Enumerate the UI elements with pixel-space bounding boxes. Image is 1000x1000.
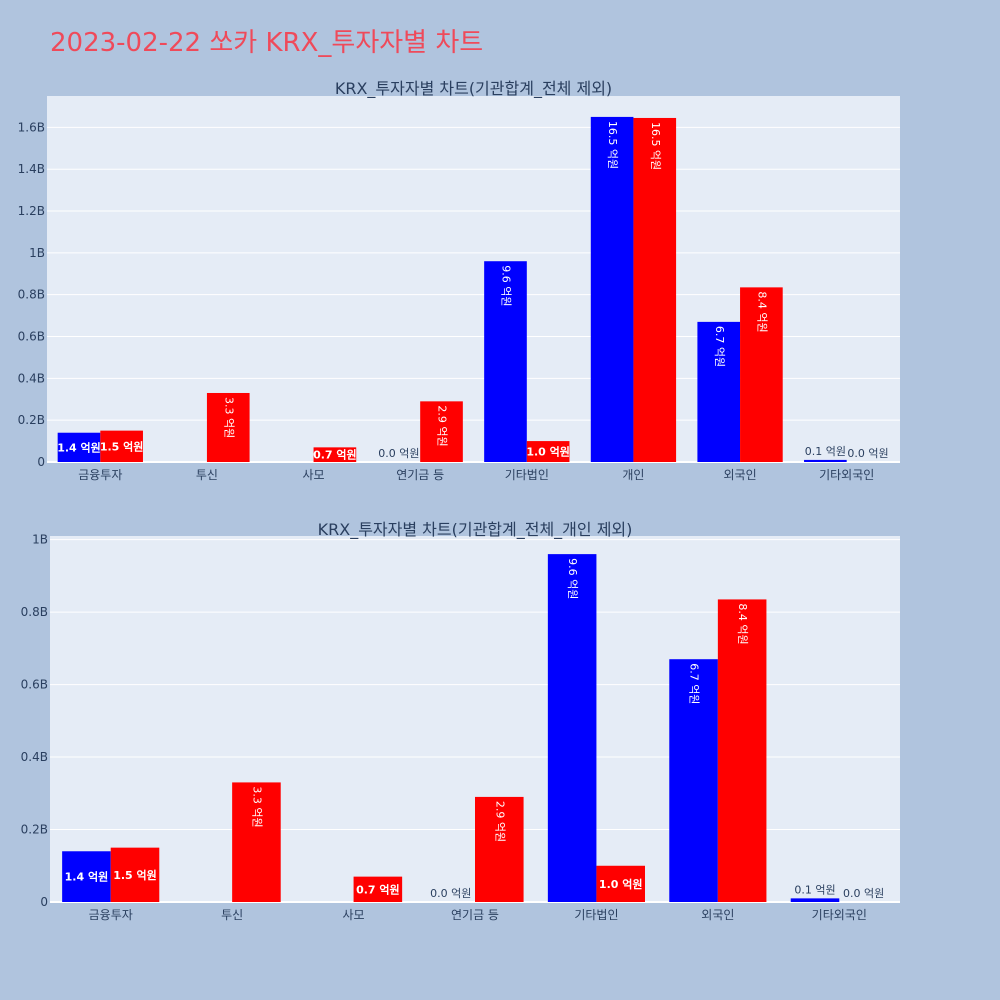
data-label: 2.9 억원 bbox=[493, 801, 506, 842]
data-label: 9.6 억원 bbox=[566, 558, 579, 599]
x-tick-label: 기타법인 bbox=[574, 908, 618, 922]
x-tick-label: 기타외국인 bbox=[812, 908, 867, 922]
x-tick-label: 개인 bbox=[622, 468, 644, 482]
bar bbox=[669, 659, 718, 902]
data-label: 1.4 억원 bbox=[57, 440, 101, 454]
x-tick-label: 연기금 등 bbox=[451, 908, 499, 922]
bar bbox=[590, 116, 634, 463]
bar bbox=[100, 430, 143, 462]
bar bbox=[717, 599, 767, 902]
y-tick-label: 0.2B bbox=[18, 413, 45, 427]
bar bbox=[804, 459, 847, 462]
data-label: 6.7 억원 bbox=[688, 663, 701, 704]
data-label: 0.0 억원 bbox=[847, 447, 888, 460]
y-tick-label: 0.4B bbox=[18, 371, 45, 385]
x-tick-label: 연기금 등 bbox=[396, 468, 444, 482]
y-tick-label: 0 bbox=[37, 455, 45, 469]
x-tick-label: 투신 bbox=[196, 468, 218, 482]
data-label: 1.5 억원 bbox=[113, 868, 157, 882]
y-tick-label: 1.4B bbox=[18, 162, 45, 176]
bar bbox=[740, 287, 783, 462]
y-tick-label: 0 bbox=[40, 895, 48, 909]
data-label: 9.6 억원 bbox=[499, 265, 512, 306]
chart-title: KRX_투자자별 차트(기관합계_전체_개인 제외) bbox=[318, 520, 633, 540]
data-label: 1.5 억원 bbox=[100, 439, 144, 453]
bar bbox=[697, 321, 741, 462]
chart-top: KRX_투자자별 차트(기관합계_전체 제외) 0 0.2B 0.4B 0.6B 0.8B… bbox=[18, 79, 900, 482]
bar bbox=[596, 865, 645, 902]
y-tick-label: 1B bbox=[29, 246, 45, 260]
y-tick-label: 1.2B bbox=[18, 204, 45, 218]
data-label: 1.0 억원 bbox=[599, 877, 643, 891]
x-tick-label: 외국인 bbox=[724, 468, 757, 482]
data-label: 0.1 억원 bbox=[805, 445, 846, 458]
x-tick-label: 외국인 bbox=[701, 908, 734, 922]
x-tick-label: 투신 bbox=[221, 908, 243, 922]
bar bbox=[475, 796, 524, 902]
y-tick-label: 1.6B bbox=[18, 120, 45, 134]
y-tick-label: 0.6B bbox=[21, 678, 48, 692]
bar bbox=[633, 117, 677, 463]
bar bbox=[232, 782, 281, 902]
bar bbox=[547, 554, 597, 902]
y-tick-label: 0.4B bbox=[21, 750, 48, 764]
data-label: 6.7 억원 bbox=[713, 326, 726, 367]
page-title: 2023-02-22 쏘카 KRX_투자자별 차트 bbox=[50, 28, 484, 58]
x-tick-label: 사모 bbox=[303, 468, 325, 482]
data-label: 0.7 억원 bbox=[356, 882, 400, 896]
bar bbox=[206, 392, 250, 462]
data-label: 3.3 억원 bbox=[222, 397, 235, 438]
x-tick-label: 금융투자 bbox=[89, 908, 133, 922]
bar bbox=[353, 876, 403, 902]
data-label: 0.1 억원 bbox=[794, 883, 835, 896]
data-label: 1.0 억원 bbox=[526, 445, 570, 459]
bar bbox=[526, 441, 570, 462]
bar bbox=[110, 847, 160, 902]
data-label: 8.4 억원 bbox=[755, 291, 768, 332]
data-label: 0.0 억원 bbox=[378, 447, 419, 460]
data-label: 0.7 억원 bbox=[313, 448, 357, 462]
y-tick-label: 1B bbox=[32, 533, 48, 547]
y-tick-label: 0.8B bbox=[21, 605, 48, 619]
bar bbox=[57, 432, 101, 462]
data-label: 2.9 억원 bbox=[436, 405, 449, 446]
y-tick-label: 0.8B bbox=[18, 288, 45, 302]
data-label: 0.0 억원 bbox=[430, 887, 471, 900]
x-tick-label: 금융투자 bbox=[78, 468, 122, 482]
chart-title: KRX_투자자별 차트(기관합계_전체 제외) bbox=[335, 79, 612, 99]
y-tick-label: 0.2B bbox=[21, 823, 48, 837]
data-label: 16.5 억원 bbox=[649, 122, 662, 170]
data-label: 3.3 억원 bbox=[250, 786, 263, 827]
bar bbox=[62, 851, 111, 902]
data-label: 0.0 억원 bbox=[843, 887, 884, 900]
x-tick-label: 사모 bbox=[343, 908, 365, 922]
y-tick-label: 0.6B bbox=[18, 330, 45, 344]
x-tick-label: 기타외국인 bbox=[819, 468, 874, 482]
bar bbox=[484, 261, 527, 462]
bar bbox=[790, 898, 840, 902]
bar bbox=[420, 401, 463, 462]
data-label: 1.4 억원 bbox=[65, 870, 109, 884]
data-label: 8.4 억원 bbox=[736, 603, 749, 644]
x-tick-label: 기타법인 bbox=[505, 468, 549, 482]
data-label: 16.5 억원 bbox=[606, 121, 619, 169]
bar bbox=[313, 447, 357, 462]
